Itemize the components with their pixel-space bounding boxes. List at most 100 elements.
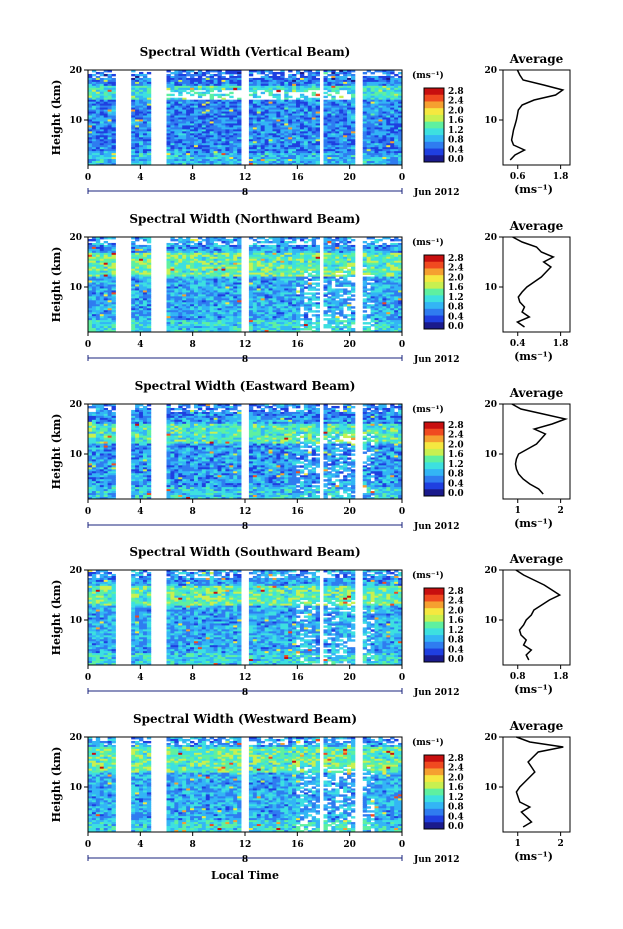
heatmap-cell xyxy=(307,246,313,250)
heatmap-cell xyxy=(166,252,171,256)
heatmap-cell xyxy=(268,103,273,107)
heatmap-cell xyxy=(378,117,383,120)
heatmap-cell xyxy=(107,109,112,112)
heatmap-cell xyxy=(268,276,273,279)
heatmap-cell xyxy=(296,87,301,91)
heatmap-cell xyxy=(386,139,391,142)
heatmap-cell xyxy=(307,117,313,120)
heatmap-cell xyxy=(237,115,242,118)
heatmap-cell xyxy=(284,262,289,266)
heatmap-cell xyxy=(374,262,379,266)
heatmap-cell xyxy=(386,125,391,128)
heatmap-cell xyxy=(111,125,116,128)
heatmap-cell xyxy=(260,135,266,138)
heatmap-cell xyxy=(288,139,293,142)
heatmap-cell xyxy=(248,256,254,260)
heatmap-cell xyxy=(386,244,391,248)
heatmap-cell xyxy=(398,250,403,254)
heatmap-cell xyxy=(299,260,305,264)
heatmap-cell xyxy=(307,85,313,89)
heatmap-cell xyxy=(323,145,328,148)
heatmap-cell xyxy=(213,151,218,154)
heatmap-cell xyxy=(186,91,191,95)
heatmap-cell xyxy=(135,238,140,242)
heatmap-cell xyxy=(382,155,387,158)
heatmap-cell xyxy=(296,115,301,118)
heatmap-cell xyxy=(217,133,222,136)
heatmap-cell xyxy=(225,161,230,164)
heatmap-cell xyxy=(292,237,297,240)
heatmap-cell xyxy=(296,71,301,75)
heatmap-cell xyxy=(296,157,301,160)
heatmap-cell xyxy=(225,145,230,148)
heatmap-cell xyxy=(190,151,195,154)
heatmap-cell xyxy=(323,131,328,134)
heatmap-cell xyxy=(268,244,273,248)
heatmap-cell xyxy=(99,288,105,291)
heatmap-cell xyxy=(142,79,148,83)
heatmap-cell xyxy=(205,260,211,264)
heatmap-cell xyxy=(170,133,175,136)
heatmap-cell xyxy=(170,119,175,122)
heatmap-cell xyxy=(139,250,144,254)
heatmap-cell xyxy=(139,159,144,162)
heatmap-cell xyxy=(315,244,320,248)
heatmap-cell xyxy=(374,254,379,258)
colorbar-segment xyxy=(424,114,444,123)
heatmap-cell xyxy=(142,117,148,120)
heatmap-cell xyxy=(343,270,348,274)
heatmap-cell xyxy=(256,87,262,91)
heatmap-cell xyxy=(350,272,356,276)
heatmap-cell xyxy=(193,163,199,166)
heatmap-cell xyxy=(237,83,242,87)
heatmap-cell xyxy=(296,105,301,109)
heatmap-cell xyxy=(88,143,93,146)
heatmap-cell xyxy=(174,246,179,250)
heatmap-cell xyxy=(142,248,148,252)
heatmap-cell xyxy=(205,75,211,79)
heatmap-cell xyxy=(315,71,320,75)
heatmap-cell xyxy=(197,83,203,87)
heatmap-cell xyxy=(386,85,391,89)
heatmap-cell xyxy=(292,260,297,264)
heatmap-cell xyxy=(339,246,344,250)
heatmap-cell xyxy=(386,141,391,144)
heatmap-cell xyxy=(386,153,391,156)
heatmap-cell xyxy=(186,139,191,142)
heatmap-cell xyxy=(339,139,344,142)
heatmap-cell xyxy=(233,125,238,128)
heatmap-cell xyxy=(131,272,136,276)
heatmap-cell xyxy=(182,159,187,162)
heatmap-cell xyxy=(88,266,93,270)
heatmap-cell xyxy=(131,286,136,289)
heatmap-cell xyxy=(264,145,269,148)
heatmap-cell xyxy=(350,135,356,138)
heatmap-cell xyxy=(398,97,403,101)
heatmap-cell xyxy=(335,149,340,152)
heatmap-cell xyxy=(91,248,97,252)
heatmap-cell xyxy=(398,292,403,295)
heatmap-cell xyxy=(335,254,340,258)
heatmap-cell xyxy=(193,288,199,291)
heatmap-cell xyxy=(233,264,238,268)
heatmap-cell xyxy=(131,252,136,256)
heatmap-cell xyxy=(88,129,93,132)
heatmap-cell xyxy=(331,240,336,244)
heatmap-cell xyxy=(394,123,399,126)
heatmap-cell xyxy=(135,115,140,118)
heatmap-cell xyxy=(201,139,207,142)
heatmap-cell xyxy=(186,294,191,297)
heatmap-cell xyxy=(394,141,399,144)
heatmap-cell xyxy=(88,75,93,79)
heatmap-cell xyxy=(217,246,222,250)
heatmap-cell xyxy=(327,145,332,148)
heatmap-cell xyxy=(343,127,348,130)
heatmap-cell xyxy=(299,262,305,266)
heatmap-cell xyxy=(303,276,309,279)
heatmap-cell xyxy=(260,260,266,264)
heatmap-cell xyxy=(131,242,136,246)
heatmap-cell xyxy=(315,246,320,250)
heatmap-cell xyxy=(209,151,215,154)
heatmap-cell xyxy=(398,157,403,160)
colorbar-segment xyxy=(424,94,444,102)
